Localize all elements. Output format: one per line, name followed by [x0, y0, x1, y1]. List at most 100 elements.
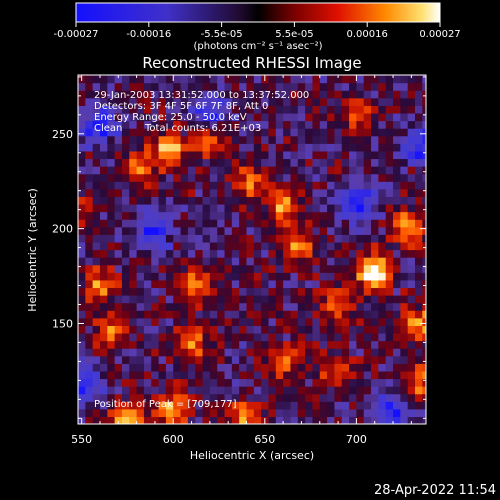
heatmap-cell	[92, 302, 101, 311]
heatmap-cell	[422, 188, 426, 197]
heatmap-cell	[261, 135, 270, 144]
heatmap-cell	[312, 241, 321, 251]
heatmap-cell	[209, 82, 218, 91]
heatmap-cell	[334, 135, 343, 144]
heatmap-cell	[246, 196, 255, 205]
heatmap-cell	[305, 302, 314, 311]
heatmap-cell	[349, 355, 357, 364]
heatmap-cell	[393, 348, 401, 357]
info-clean: Clean	[94, 123, 122, 134]
heatmap-cell	[99, 295, 108, 304]
heatmap-cell	[78, 75, 86, 76]
heatmap-cell	[422, 120, 426, 129]
heatmap-cell	[371, 128, 379, 137]
heatmap-cell	[356, 272, 365, 281]
heatmap-cell	[187, 272, 196, 281]
heatmap-cell	[283, 135, 292, 144]
heatmap-cell	[202, 272, 211, 281]
heatmap-cell	[143, 105, 152, 114]
heatmap-cell	[430, 128, 438, 136]
heatmap-cell	[165, 302, 174, 311]
heatmap-cell	[430, 196, 438, 204]
heatmap-cell	[231, 287, 240, 296]
heatmap-cell	[363, 166, 372, 175]
heatmap-cell	[78, 424, 86, 432]
heatmap-cell	[217, 97, 226, 106]
heatmap-cell	[78, 143, 79, 152]
heatmap-cell	[136, 370, 145, 380]
heatmap-cell	[107, 97, 116, 106]
heatmap-cell	[393, 287, 401, 296]
heatmap-cell	[78, 279, 86, 289]
heatmap-cell	[78, 120, 86, 129]
heatmap-cell	[209, 264, 218, 273]
heatmap-cell	[305, 219, 314, 228]
heatmap-cell	[78, 279, 79, 289]
heatmap-cell	[202, 363, 211, 372]
heatmap-cell	[158, 173, 167, 182]
heatmap-cell	[341, 166, 350, 175]
heatmap-cell	[393, 257, 401, 266]
heatmap-cell	[158, 295, 167, 304]
heatmap-cell	[422, 196, 426, 205]
heatmap-cell	[129, 317, 138, 326]
heatmap-cell	[378, 158, 387, 167]
heatmap-cell	[363, 408, 372, 418]
heatmap-cell	[290, 249, 299, 258]
heatmap-cell	[319, 234, 328, 243]
heatmap-cell	[378, 120, 387, 129]
heatmap-cell	[312, 203, 321, 213]
heatmap-cell	[327, 332, 336, 342]
heatmap-cell	[422, 249, 426, 258]
heatmap-cell	[217, 348, 226, 357]
heatmap-cell	[136, 82, 145, 91]
heatmap-cell	[246, 120, 255, 129]
heatmap-cell	[385, 416, 394, 424]
heatmap-cell	[165, 279, 174, 289]
heatmap-cell	[209, 173, 218, 182]
heatmap-cell	[319, 295, 328, 304]
heatmap-cell	[107, 219, 116, 228]
heatmap-cell	[195, 386, 204, 395]
heatmap-cell	[180, 363, 189, 372]
heatmap-cell	[349, 264, 357, 273]
heatmap-cell	[195, 173, 204, 182]
heatmap-cell	[261, 105, 270, 114]
heatmap-cell	[136, 196, 145, 205]
heatmap-cell	[246, 317, 255, 326]
heatmap-cell	[239, 181, 248, 190]
heatmap-cell	[290, 112, 299, 122]
heatmap-cell	[224, 332, 233, 342]
heatmap-cell	[231, 340, 240, 349]
heatmap-cell	[224, 310, 233, 319]
heatmap-cell	[151, 188, 160, 197]
heatmap-cell	[239, 348, 248, 357]
heatmap-cell	[173, 310, 182, 319]
heatmap-cell	[430, 318, 438, 326]
heatmap-cell	[430, 67, 438, 75]
heatmap-cell	[356, 416, 365, 424]
heatmap-cell	[180, 348, 189, 357]
heatmap-cell	[290, 332, 299, 342]
heatmap-cell	[246, 97, 255, 106]
heatmap-cell	[371, 226, 379, 235]
heatmap-cell	[165, 393, 174, 402]
heatmap-cell	[422, 408, 426, 418]
heatmap-cell	[385, 295, 394, 304]
info-energy-range: Energy Range: 25.0 - 50.0 keV	[94, 112, 247, 123]
heatmap-cell	[78, 203, 86, 213]
heatmap-cell	[151, 348, 160, 357]
heatmap-cell	[121, 408, 130, 418]
heatmap-cell	[99, 112, 108, 122]
heatmap-cell	[327, 135, 336, 144]
heatmap-cell	[422, 424, 430, 432]
colorbar-tick-labels: -0.00027 -0.00016 -5.5e-05 5.5e-05 0.00016 0.…	[54, 29, 461, 40]
heatmap-cell	[217, 181, 226, 190]
heatmap-cell	[85, 317, 94, 326]
colorbar-tick-label: 0.00016	[347, 29, 388, 40]
heatmap-cell	[356, 279, 365, 289]
heatmap-cell	[393, 173, 401, 182]
heatmap-cell	[158, 317, 167, 326]
heatmap-cell	[107, 370, 116, 380]
heatmap-cell	[231, 408, 240, 418]
